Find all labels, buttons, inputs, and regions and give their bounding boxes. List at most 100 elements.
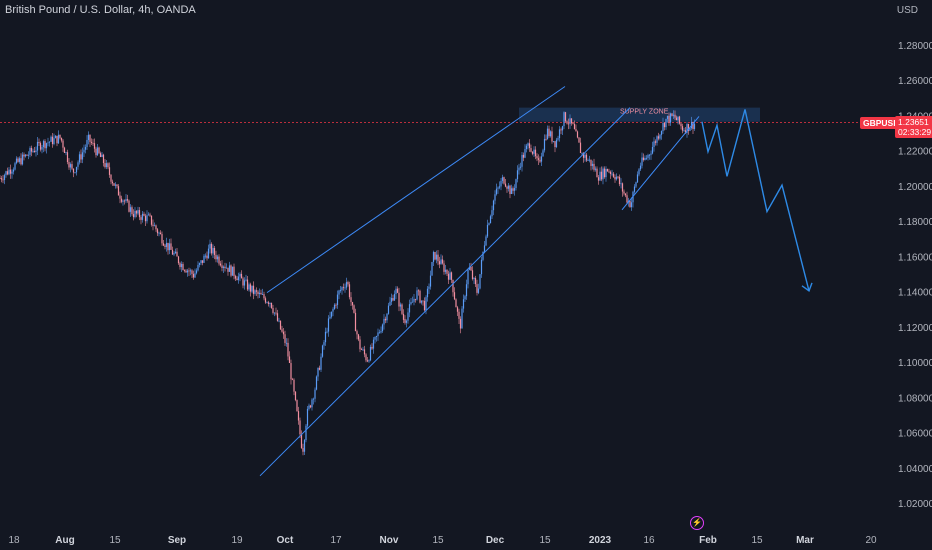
candle-body — [477, 288, 480, 293]
candle-body — [347, 282, 349, 285]
x-tick-label: Dec — [486, 535, 505, 546]
candle-body — [641, 157, 643, 166]
candle-body — [614, 176, 616, 180]
candle-body — [147, 214, 150, 216]
candle-body — [266, 302, 268, 304]
candle-body — [228, 265, 231, 272]
y-tick-label: 1.26000 — [898, 76, 932, 87]
symbol-badge[interactable]: GBPUSD — [860, 117, 903, 129]
price-badge[interactable]: 1.23651 02:33:29 — [895, 116, 932, 138]
candle-body — [173, 253, 175, 255]
candle-body — [404, 319, 406, 323]
x-tick-label: 18 — [8, 535, 20, 546]
candle-body — [189, 270, 192, 272]
candle-body — [653, 141, 655, 147]
candle-body — [428, 286, 430, 289]
candle-body — [506, 186, 508, 189]
candle-body — [303, 440, 306, 452]
candle-body — [161, 234, 163, 244]
candle-body — [387, 305, 390, 314]
candle-body — [636, 174, 639, 183]
candle-body — [686, 123, 688, 133]
y-tick-label: 1.06000 — [898, 429, 932, 440]
candle-body — [45, 143, 48, 149]
candle-body — [368, 360, 370, 362]
candle-body — [240, 273, 243, 279]
candle-body — [392, 298, 394, 301]
price-axis[interactable]: 1.280001.260001.240001.220001.200001.180… — [898, 41, 932, 510]
candle-body — [357, 334, 360, 340]
candle-body — [473, 278, 475, 280]
candle-body — [152, 224, 154, 226]
y-tick-label: 1.16000 — [898, 252, 932, 263]
candle-body — [137, 210, 139, 214]
candle-body — [635, 182, 637, 187]
candle-body — [594, 168, 597, 170]
candle-body — [296, 400, 298, 412]
candle-body — [365, 354, 367, 361]
x-tick-label: 16 — [643, 535, 655, 546]
candle-body — [669, 113, 672, 123]
candle-body — [126, 199, 129, 201]
x-tick-label: 15 — [751, 535, 763, 546]
candle-body — [293, 379, 295, 392]
channel-lower-line[interactable] — [259, 107, 631, 477]
candle-body — [116, 184, 118, 187]
candle-body — [348, 284, 351, 298]
candle-body — [182, 263, 184, 271]
candle-body — [656, 136, 658, 143]
candle-body — [215, 254, 217, 260]
candle-body — [48, 141, 51, 143]
candle-body — [143, 213, 145, 216]
candle-body — [407, 312, 409, 321]
candle-body — [654, 141, 657, 143]
candle-body — [288, 356, 291, 364]
candle-body — [210, 243, 213, 254]
candle-body — [446, 269, 448, 274]
candle-body — [603, 168, 606, 178]
candle-body — [272, 307, 274, 313]
candle-body — [405, 320, 408, 323]
lightning-icon[interactable]: ⚡ — [690, 516, 704, 530]
candle-body — [585, 154, 588, 161]
candle-body — [648, 154, 651, 156]
supply-zone[interactable] — [519, 107, 760, 122]
candle-body — [500, 180, 502, 187]
candle-body — [35, 150, 37, 153]
candle-body — [0, 178, 1, 179]
forecast-path[interactable] — [701, 109, 810, 292]
time-axis[interactable]: 18 Aug 15 Sep 19 Oct 17 Nov 15 Dec 15 2023 16 Feb 15 Ma… — [8, 535, 877, 546]
candle-body — [540, 156, 543, 162]
candle-body — [432, 251, 435, 263]
candle-body — [651, 146, 654, 154]
trend-channel[interactable] — [259, 86, 700, 477]
candle-body — [242, 278, 244, 286]
candle-body — [285, 342, 288, 344]
candle-body — [104, 163, 106, 168]
y-tick-label: 1.14000 — [898, 288, 932, 299]
candle-body — [389, 301, 391, 306]
candle-body — [519, 166, 522, 168]
channel-upper-line[interactable] — [266, 86, 566, 294]
candle-body — [470, 266, 472, 271]
x-tick-label: 2023 — [589, 535, 612, 546]
candle-body — [549, 131, 552, 137]
candle-body — [195, 270, 198, 274]
candle-body — [72, 168, 75, 173]
candle-body — [323, 342, 325, 346]
candle-body — [522, 154, 525, 158]
candle-body — [530, 148, 532, 152]
candle-body — [222, 266, 225, 268]
candle-body — [47, 142, 49, 144]
candle-body — [341, 287, 343, 291]
candle-body — [149, 214, 151, 216]
candle-body — [545, 138, 547, 140]
candle-body — [315, 376, 318, 390]
candle-body — [278, 320, 280, 322]
candle-body — [80, 154, 82, 160]
inner-trend-line[interactable] — [621, 116, 700, 211]
y-tick-label: 1.02000 — [898, 499, 932, 510]
candle-body — [66, 152, 69, 163]
candle-body — [302, 448, 304, 452]
